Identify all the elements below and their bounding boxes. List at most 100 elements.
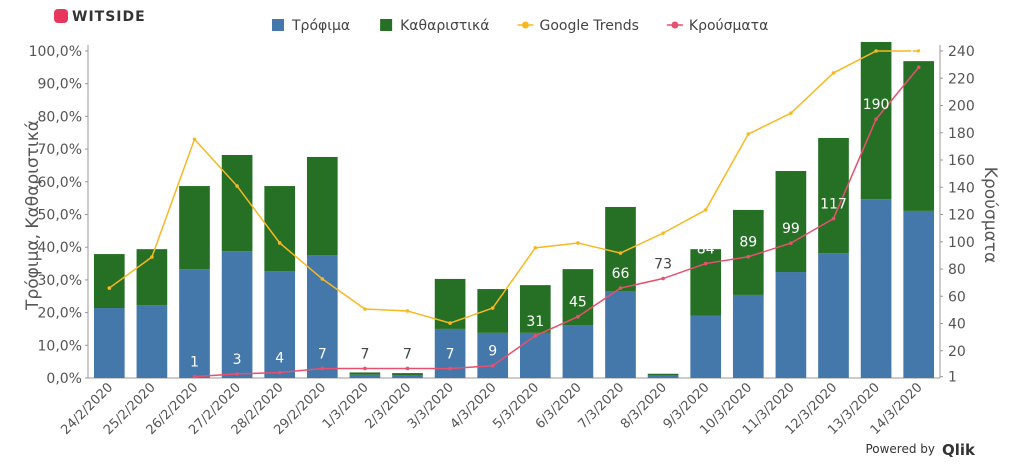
y2-tick-label: 60 [948, 289, 966, 305]
bar [860, 199, 892, 378]
plot-area [93, 42, 935, 379]
point [107, 286, 112, 290]
point [363, 307, 367, 311]
powered-brand: Qlik [942, 441, 976, 459]
point [490, 363, 495, 368]
data-label: 7 [360, 346, 369, 362]
y-tick-label: 40,0% [38, 240, 82, 256]
powered-by: Powered by [865, 442, 935, 456]
point [235, 184, 239, 188]
point [874, 49, 878, 53]
bar [306, 255, 338, 378]
y2-tick-label: 1 [948, 370, 957, 386]
y2-tick-label: 80 [948, 262, 966, 278]
y-tick-label: 80,0% [38, 109, 82, 125]
line [194, 66, 920, 378]
bar [349, 372, 381, 375]
bar [179, 186, 210, 270]
bar [690, 315, 722, 378]
y2-tick-label: 200 [948, 99, 975, 115]
bar [647, 373, 679, 376]
data-label: 84 [697, 242, 715, 258]
legend-item: Κρούσματα [666, 18, 768, 34]
point [576, 241, 580, 245]
bar [818, 253, 849, 378]
bar [221, 251, 253, 378]
data-label: 45 [569, 295, 587, 311]
point [618, 286, 623, 290]
data-label: 4 [275, 351, 284, 367]
legend-label: Καθαριστικά [400, 18, 489, 34]
legend-swatch-dot [671, 21, 679, 29]
legend-label: Κρούσματα [689, 18, 768, 34]
point [192, 137, 197, 142]
y2-tick-label: 20 [948, 344, 966, 360]
y2-tick-label: 100 [948, 235, 975, 251]
bar [392, 373, 423, 376]
bar [818, 137, 849, 254]
bar [264, 271, 296, 378]
y-tick-label: 50,0% [38, 208, 82, 224]
y-tick-label: 70,0% [38, 142, 82, 158]
y-tick-label: 0,0% [46, 371, 82, 387]
point [192, 374, 197, 379]
legend-swatch [272, 19, 284, 31]
legend-label: Google Trends [539, 18, 638, 34]
y2-tick-label: 220 [948, 71, 975, 87]
point [235, 372, 239, 376]
data-label: 99 [782, 221, 800, 237]
y2-tick-label: 40 [948, 317, 966, 333]
point [661, 276, 665, 281]
bar [690, 249, 722, 316]
point [405, 366, 410, 371]
y-tick-label: 20,0% [38, 306, 82, 322]
bar [647, 375, 679, 378]
y2-tick-label: 160 [948, 153, 975, 169]
y2-tick-label: 180 [948, 126, 975, 142]
point [618, 251, 623, 255]
point [703, 208, 708, 212]
point [150, 255, 154, 259]
point [533, 333, 538, 338]
legend-label: Τρόφιμα [291, 18, 350, 34]
point [277, 370, 282, 375]
point [533, 246, 538, 250]
point [831, 216, 836, 221]
point [874, 117, 878, 121]
bar [605, 291, 636, 378]
point [746, 132, 751, 136]
bar [477, 289, 509, 333]
data-label: 228 [905, 45, 932, 61]
data-label: 66 [612, 266, 630, 282]
bar [775, 272, 807, 378]
data-label: 3 [233, 352, 242, 368]
data-label: 190 [863, 97, 890, 113]
bar [732, 294, 764, 378]
point [831, 71, 836, 75]
data-label: 117 [820, 197, 847, 213]
data-label: 7 [318, 346, 327, 362]
bar [477, 332, 509, 378]
legend-swatch [380, 19, 393, 31]
point [320, 277, 325, 281]
bar [306, 156, 338, 256]
data-label: 7 [446, 346, 455, 362]
point [320, 366, 325, 371]
y2-tick-label: 140 [948, 180, 975, 196]
bar [903, 210, 935, 378]
data-label: 7 [403, 346, 412, 362]
bar [732, 209, 764, 295]
y-tick-label: 10,0% [38, 338, 82, 354]
legend-item: Καθαριστικά [380, 18, 489, 34]
legend-item: Google Trends [517, 18, 639, 34]
data-label: 1 [190, 355, 199, 371]
bar [349, 374, 381, 378]
bar [775, 171, 807, 273]
point [916, 65, 921, 70]
point [789, 241, 793, 245]
bar [903, 61, 935, 211]
y-axis-title: Τρόφιμα, Καθαριστικά [23, 120, 43, 311]
logo: WITSIDE [54, 9, 145, 25]
point [448, 321, 452, 325]
bar [221, 154, 253, 252]
